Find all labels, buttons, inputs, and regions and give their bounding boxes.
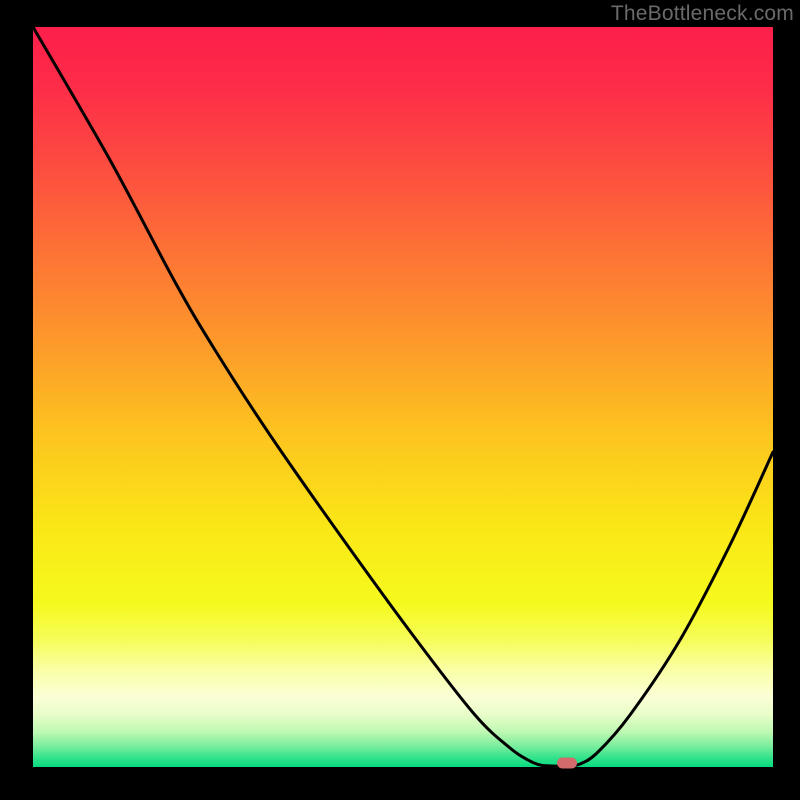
gradient-plot-background <box>33 27 773 767</box>
watermark-text: TheBottleneck.com <box>611 2 794 26</box>
bottleneck-chart: TheBottleneck.com <box>0 0 800 800</box>
optimum-marker <box>557 758 577 769</box>
